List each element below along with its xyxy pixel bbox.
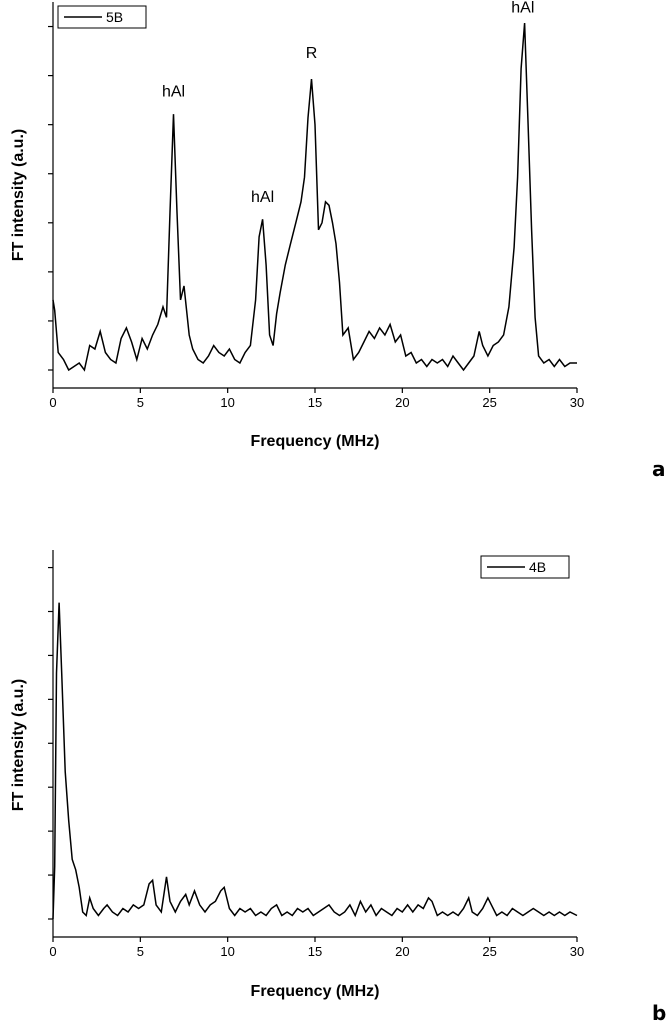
y-axis-title-b: FT intensity (a.u.) (10, 679, 27, 811)
x-axis-title-b: Frequency (MHz) (251, 983, 380, 1000)
legend-label-4b: 4B (529, 559, 546, 575)
x-axis-title-a: Frequency (MHz) (251, 433, 380, 450)
x-tick-label-a: 0 (49, 395, 56, 410)
x-tick-label-b: 20 (395, 944, 409, 959)
peak-label: hAl (251, 189, 274, 206)
chart-panel-b: 0 5 10 15 20 25 30 FT intensity (a.u.) Frequen… (10, 550, 666, 1025)
x-tick-label-b: 15 (308, 944, 322, 959)
y-axis-title-a: FT intensity (a.u.) (10, 129, 27, 261)
x-tick-label-a: 10 (220, 395, 234, 410)
x-tick-label-a: 20 (395, 395, 409, 410)
x-tick-label-b: 0 (49, 944, 56, 959)
panel-label-a: a (652, 457, 666, 481)
x-tick-label-a: 30 (570, 395, 584, 410)
peak-label: hAl (511, 0, 534, 17)
x-tick-label-b: 5 (137, 944, 144, 959)
peak-label: R (306, 45, 318, 62)
series-line-5b (52, 22, 577, 372)
panel-label-b: b (652, 1001, 666, 1025)
legend-b: 4B (480, 555, 570, 579)
legend-a: 5B (57, 5, 147, 29)
x-tick-label-a: 25 (482, 395, 496, 410)
series-line-4b (52, 602, 578, 920)
x-tick-label-a: 5 (137, 395, 144, 410)
x-tick-label-b: 10 (220, 944, 234, 959)
legend-label-5b: 5B (106, 9, 123, 25)
peak-label: hAl (162, 84, 185, 101)
x-tick-label-b: 30 (570, 944, 584, 959)
x-tick-label-b: 25 (482, 944, 496, 959)
x-tick-label-a: 15 (308, 395, 322, 410)
